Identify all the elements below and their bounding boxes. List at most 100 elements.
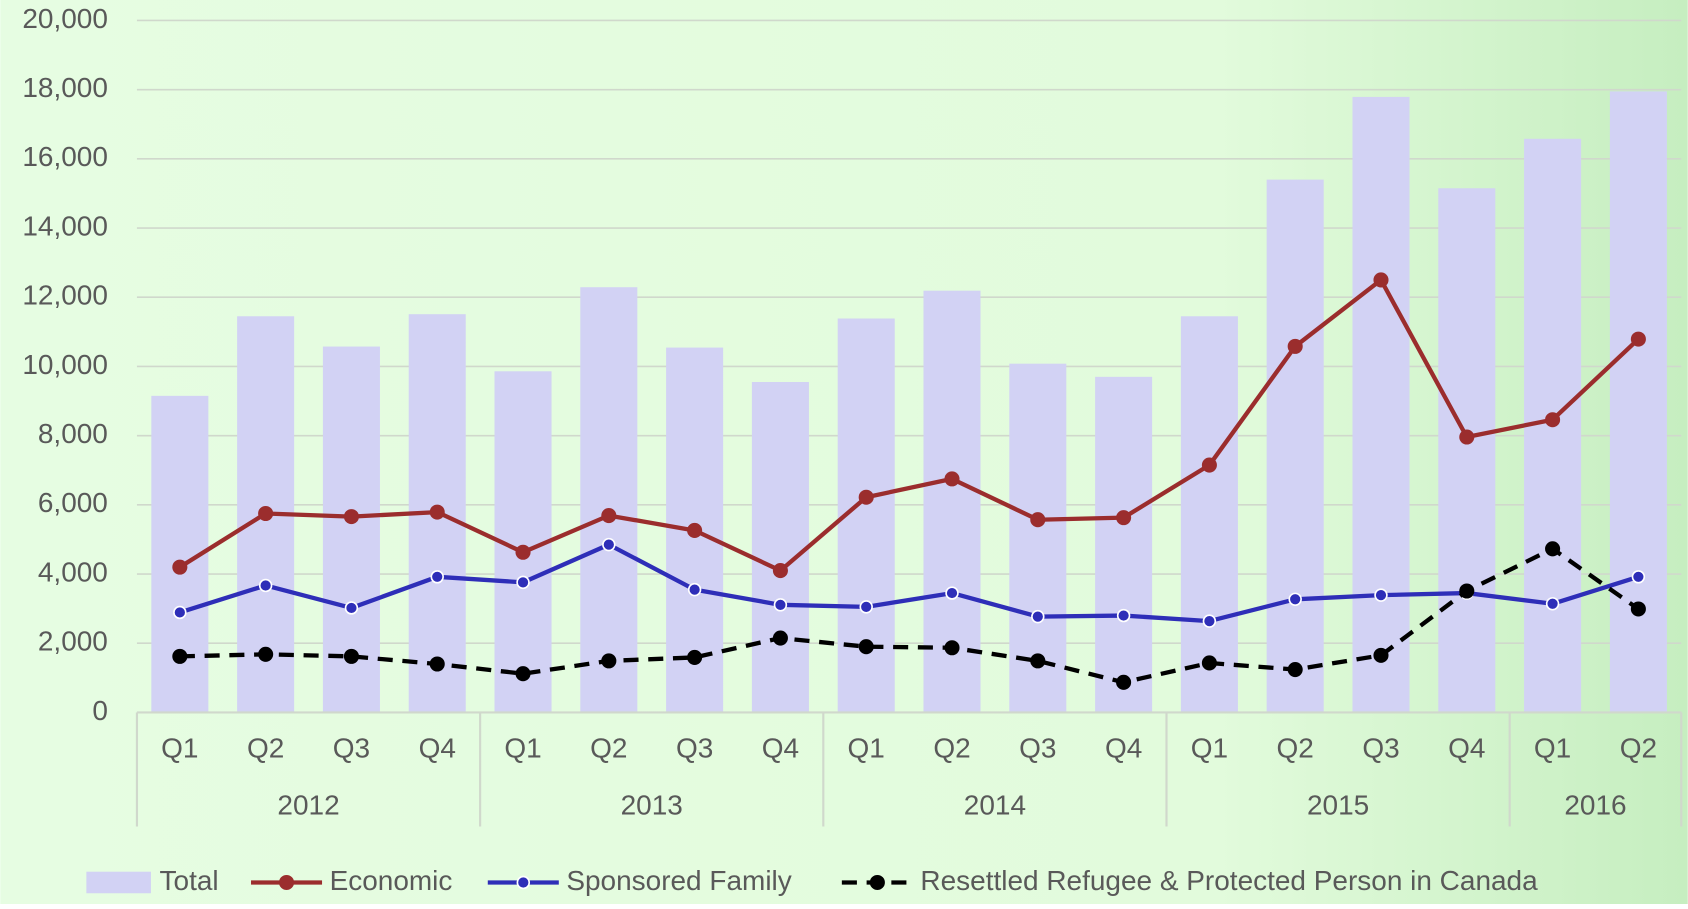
legend-marker (869, 874, 885, 891)
bar (1438, 188, 1496, 713)
y-tick-label: 0 (92, 695, 108, 726)
bar (1266, 179, 1324, 713)
bar (1609, 91, 1667, 713)
x-tick-label: Q3 (676, 732, 713, 763)
marker (859, 600, 873, 614)
marker (602, 537, 616, 552)
marker (429, 504, 445, 520)
legend-label: Total (160, 865, 219, 896)
legend-label: Economic (330, 865, 453, 896)
x-tick-label: Q1 (1191, 732, 1228, 763)
marker (515, 666, 531, 682)
marker (1374, 588, 1388, 602)
bar (1095, 376, 1153, 713)
group-label: 2016 (1564, 790, 1626, 821)
x-tick-label: Q4 (1105, 732, 1142, 763)
y-tick-label: 16,000 (22, 141, 108, 172)
x-tick-label: Q2 (933, 732, 970, 763)
x-tick-label: Q1 (161, 732, 198, 763)
marker (687, 522, 703, 538)
x-tick-label: Q3 (1019, 732, 1056, 763)
marker (1545, 412, 1561, 428)
marker (516, 575, 530, 590)
marker (173, 605, 187, 620)
marker (344, 601, 359, 615)
group-label: 2015 (1307, 790, 1369, 821)
marker (429, 656, 445, 672)
y-tick-label: 14,000 (22, 210, 108, 241)
legend-label: Sponsored Family (566, 865, 791, 896)
marker (1287, 662, 1303, 678)
marker (773, 598, 788, 612)
marker (343, 648, 359, 664)
line (178, 277, 1640, 573)
x-tick-label: Q4 (1448, 732, 1485, 763)
x-tick-label: Q1 (504, 732, 541, 763)
marker (1031, 609, 1045, 624)
marker (945, 586, 959, 600)
marker (258, 646, 274, 662)
marker (687, 582, 702, 597)
marker (258, 505, 274, 522)
bar (1352, 96, 1410, 713)
marker (343, 509, 359, 525)
marker (858, 639, 874, 655)
bar (580, 287, 638, 713)
legend-marker (279, 874, 295, 891)
x-tick-label: Q2 (247, 732, 284, 763)
y-tick-label: 10,000 (22, 349, 108, 380)
marker (1202, 614, 1217, 628)
y-tick-label: 20,000 (22, 3, 108, 34)
marker (1631, 570, 1646, 584)
marker (772, 563, 788, 579)
marker (1459, 429, 1475, 445)
x-tick-label: Q4 (762, 732, 799, 763)
x-tick-label: Q2 (1620, 732, 1657, 763)
marker (1630, 331, 1646, 347)
marker (1030, 653, 1046, 669)
y-tick-label: 12,000 (22, 280, 108, 311)
marker (1373, 647, 1389, 663)
y-tick-label: 8,000 (38, 418, 108, 449)
marker (258, 578, 273, 593)
legend-marker (516, 875, 531, 890)
marker (944, 471, 960, 487)
marker (944, 640, 960, 656)
line (179, 542, 1640, 624)
legend-label: Resettled Refugee & Protected Person in … (920, 865, 1538, 896)
marker (1545, 597, 1560, 611)
marker (1116, 510, 1132, 526)
x-tick-label: Q2 (590, 732, 627, 763)
marker (1287, 338, 1303, 354)
marker (172, 559, 188, 575)
group-label: 2012 (277, 790, 339, 821)
marker (1545, 541, 1561, 557)
bar (1180, 316, 1238, 713)
x-tick-label: Q1 (1534, 732, 1571, 763)
y-tick-label: 6,000 (38, 487, 108, 518)
marker (1288, 592, 1302, 607)
marker (172, 648, 188, 664)
y-tick-label: 2,000 (38, 626, 108, 657)
marker (1201, 457, 1217, 473)
marker (601, 508, 617, 524)
marker (430, 570, 444, 584)
marker (1116, 608, 1131, 623)
y-tick-label: 4,000 (38, 556, 108, 587)
marker (601, 653, 617, 669)
x-tick-label: Q3 (1362, 732, 1399, 763)
marker (1030, 512, 1046, 528)
marker (1630, 601, 1646, 617)
legend-swatch (86, 871, 151, 894)
marker (1373, 272, 1389, 288)
marker (1201, 655, 1217, 671)
marker (1459, 583, 1475, 599)
x-tick-label: Q1 (848, 732, 885, 763)
group-label: 2014 (964, 790, 1026, 821)
y-tick-label: 18,000 (22, 72, 108, 103)
marker (858, 489, 874, 505)
x-tick-label: Q4 (419, 732, 456, 763)
group-label: 2013 (621, 790, 683, 821)
bar (751, 382, 809, 713)
